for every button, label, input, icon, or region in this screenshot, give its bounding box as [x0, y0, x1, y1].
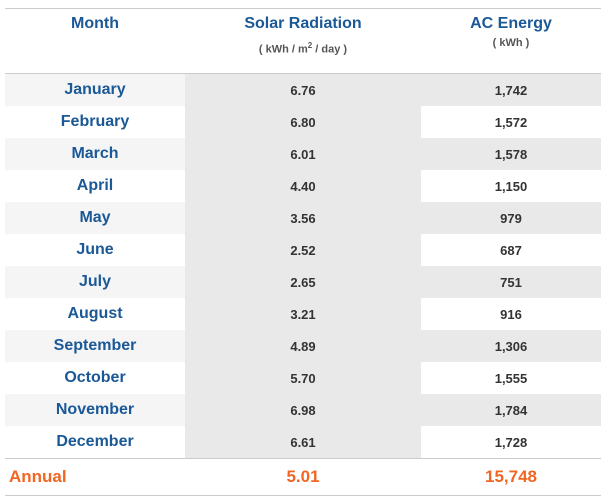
header-month-label: Month: [71, 15, 119, 32]
month-cell: August: [5, 298, 185, 330]
ac-cell: 1,572: [421, 106, 601, 138]
ac-cell: 1,150: [421, 170, 601, 202]
header-divider: [5, 73, 601, 74]
header-solar-unit: ( kWh / m2 / day ): [185, 41, 421, 56]
annual-ac: 15,748: [421, 458, 601, 496]
month-cell: February: [5, 106, 185, 138]
ac-cell: 1,555: [421, 362, 601, 394]
solar-cell: 4.40: [185, 170, 421, 202]
ac-cell: 916: [421, 298, 601, 330]
ac-cell: 1,742: [421, 74, 601, 106]
month-cell: November: [5, 394, 185, 426]
solar-cell: 6.80: [185, 106, 421, 138]
solar-cell: 6.01: [185, 138, 421, 170]
header-solar-label: Solar Radiation: [244, 15, 362, 32]
ac-cell: 979: [421, 202, 601, 234]
month-cell: July: [5, 266, 185, 298]
solar-cell: 3.21: [185, 298, 421, 330]
solar-cell: 6.98: [185, 394, 421, 426]
ac-cell: 1,306: [421, 330, 601, 362]
month-cell: March: [5, 138, 185, 170]
header-month: Month: [5, 8, 185, 73]
solar-cell: 5.70: [185, 362, 421, 394]
month-cell: June: [5, 234, 185, 266]
solar-cell: 6.61: [185, 426, 421, 458]
solar-cell: 3.56: [185, 202, 421, 234]
month-cell: October: [5, 362, 185, 394]
solar-unit-sup: 2: [307, 41, 313, 50]
header-ac: AC Energy ( kWh ): [421, 8, 601, 73]
header-ac-unit: ( kWh ): [492, 37, 530, 49]
month-cell: September: [5, 330, 185, 362]
solar-cell: 6.76: [185, 74, 421, 106]
table-grid: Month Solar Radiation ( kWh / m2 / day )…: [5, 8, 601, 496]
ac-cell: 1,578: [421, 138, 601, 170]
ac-cell: 1,784: [421, 394, 601, 426]
month-cell: April: [5, 170, 185, 202]
annual-solar: 5.01: [185, 458, 421, 496]
ac-cell: 1,728: [421, 426, 601, 458]
solar-cell: 4.89: [185, 330, 421, 362]
month-cell: December: [5, 426, 185, 458]
annual-label: Annual: [5, 458, 185, 496]
month-cell: May: [5, 202, 185, 234]
solar-cell: 2.52: [185, 234, 421, 266]
solar-unit-pre: ( kWh / m: [258, 43, 308, 56]
ac-cell: 751: [421, 266, 601, 298]
solar-cell: 2.65: [185, 266, 421, 298]
header-solar: Solar Radiation ( kWh / m2 / day ): [185, 8, 421, 73]
header-ac-label: AC Energy: [470, 15, 552, 32]
solar-unit-post: / day ): [312, 43, 348, 56]
ac-cell: 687: [421, 234, 601, 266]
month-cell: January: [5, 74, 185, 106]
